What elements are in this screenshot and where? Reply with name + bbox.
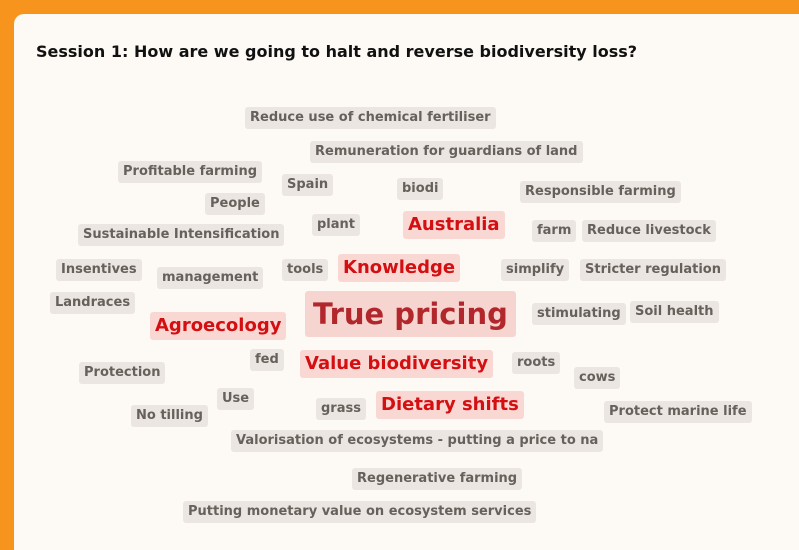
word: Insentives [56,259,142,281]
word: True pricing [305,291,516,337]
word: cows [574,367,621,389]
word: grass [316,398,366,420]
word: People [205,193,265,215]
word: Profitable farming [118,161,262,183]
word: tools [282,259,329,281]
word: Putting monetary value on ecosystem serv… [183,501,537,523]
word: Spain [282,174,334,196]
word: fed [250,349,284,371]
word: Stricter regulation [580,259,726,281]
word: Value biodiversity [300,350,494,378]
word: Remuneration for guardians of land [310,141,583,163]
word: Valorisation of ecosystems - putting a p… [231,430,604,452]
word: Landraces [50,292,136,314]
session-panel: Session 1: How are we going to halt and … [14,14,799,550]
word: Agroecology [150,312,287,340]
word: Use [217,388,255,410]
word: Reduce livestock [582,220,716,242]
word: Protect marine life [604,401,752,423]
word: farm [532,220,577,242]
session-title: Session 1: How are we going to halt and … [36,42,638,61]
word: stimulating [532,303,626,325]
word: Responsible farming [520,181,681,203]
word: Protection [79,362,166,384]
word: Australia [403,211,505,239]
word: Knowledge [338,254,461,282]
word: plant [312,214,361,236]
word: management [157,267,264,289]
word: simplify [501,259,570,281]
word: Soil health [630,301,719,323]
word: biodi [397,178,444,200]
word: Reduce use of chemical fertiliser [245,107,496,129]
word: Sustainable Intensification [78,224,285,246]
word: No tilling [131,405,208,427]
word: Dietary shifts [376,391,524,419]
word: Regenerative farming [352,468,523,490]
word: roots [512,352,561,374]
